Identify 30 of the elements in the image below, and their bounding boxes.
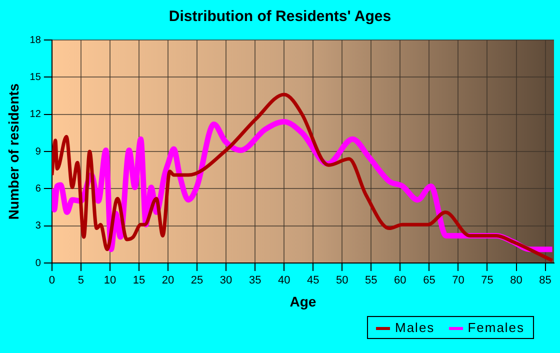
chart-title: Distribution of Residents' Ages <box>168 8 392 25</box>
x-tick-label: 5 <box>78 274 84 287</box>
x-tick-label: 50 <box>336 274 348 287</box>
y-axis-title: Number of residents <box>5 83 22 220</box>
y-tick-label: 15 <box>30 72 42 83</box>
legend-label: Females <box>466 320 525 335</box>
y-tick-label: 0 <box>35 258 42 269</box>
x-tick-label: 10 <box>104 274 116 287</box>
x-tick-label: 25 <box>190 274 204 287</box>
x-tick-label: 15 <box>132 274 146 287</box>
x-tick-label: 65 <box>423 274 436 287</box>
x-tick-label: 45 <box>306 274 320 287</box>
x-tick-label: 30 <box>220 274 232 287</box>
x-tick-label: 80 <box>510 274 522 287</box>
x-axis-title: Age <box>290 293 316 310</box>
legend-label: Males <box>394 320 435 335</box>
x-tick-label: 75 <box>481 274 494 287</box>
x-tick-label: 55 <box>365 274 378 287</box>
y-tick-label: 3 <box>35 220 42 232</box>
x-tick-label: 20 <box>162 274 174 287</box>
y-tick-label: 6 <box>35 183 42 194</box>
x-tick-label: 40 <box>278 274 290 287</box>
y-tick-label: 9 <box>35 146 42 158</box>
x-tick-label: 70 <box>452 274 464 287</box>
y-tick-label: 18 <box>30 34 42 46</box>
x-tick-label: 35 <box>248 274 262 287</box>
x-tick-label: 85 <box>539 274 552 287</box>
x-tick-label: 0 <box>48 274 55 287</box>
y-tick-label: 12 <box>30 109 42 120</box>
x-tick-label: 60 <box>394 274 406 287</box>
